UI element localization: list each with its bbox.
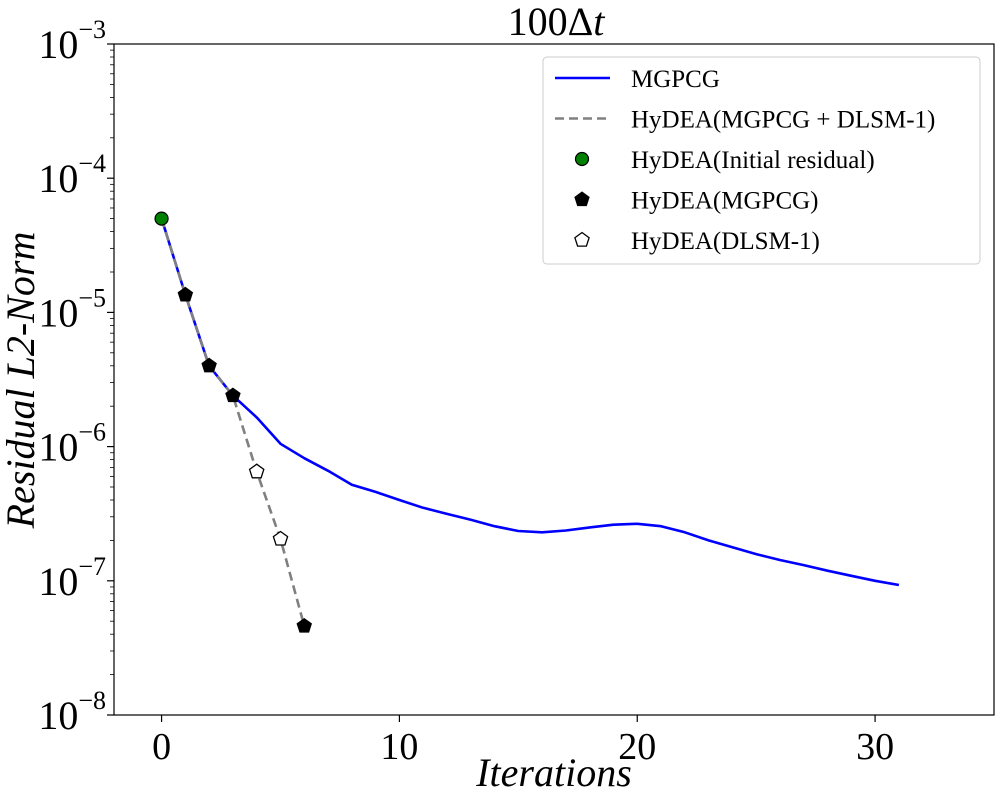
marker-dlsm-1: [272, 530, 289, 546]
legend-label: HyDEA(MGPCG): [631, 188, 819, 215]
legend-item: HyDEA(Initial residual): [574, 147, 875, 174]
markers-layer: [154, 211, 312, 633]
legend-label: MGPCG: [631, 66, 720, 93]
marker-mgpcg: [296, 617, 312, 633]
x-tick-label: 0: [152, 726, 171, 768]
title-main: 100Δ: [508, 0, 594, 44]
y-tick-base: 10: [38, 425, 78, 470]
y-tick-base: 10: [38, 22, 78, 67]
y-tick-exponent: −8: [78, 686, 106, 715]
legend-swatch-circle: [574, 151, 590, 167]
marker-dlsm-1: [248, 463, 265, 479]
y-tick-exponent: −5: [78, 283, 106, 312]
chart-title: 100Δt: [508, 0, 606, 44]
marker-initial-residual: [154, 211, 169, 226]
series-line-mgpcg: [160, 218, 900, 587]
y-tick-exponent: −3: [78, 15, 106, 44]
legend-item: HyDEA(MGPCG + DLSM-1): [555, 107, 935, 134]
x-axis-label: Iterations: [475, 750, 632, 795]
x-tick-label: 20: [618, 726, 656, 768]
y-tick-label: 10−3: [38, 15, 106, 67]
legend-swatch-pentagon-filled: [574, 191, 590, 207]
chart-title-text: 100Δt: [508, 0, 606, 44]
legend-item: MGPCG: [555, 66, 720, 93]
y-tick-label: 10−8: [38, 686, 106, 738]
x-tick-label: 30: [856, 726, 894, 768]
y-tick-label: 10−4: [38, 149, 106, 201]
y-tick-base: 10: [38, 290, 78, 335]
y-axis-label: Residual L2-Norm: [0, 232, 43, 530]
x-tick-label: 10: [380, 726, 418, 768]
legend-item: HyDEA(MGPCG): [574, 188, 819, 215]
y-tick-label: 10−5: [38, 283, 106, 335]
title-italic-t: t: [593, 0, 605, 44]
legend: MGPCG HyDEA(MGPCG + DLSM-1) HyDEA(Initial …: [542, 56, 981, 265]
legend-box: [542, 56, 981, 265]
legend-item: HyDEA(DLSM-1): [574, 228, 820, 255]
y-tick-base: 10: [38, 693, 78, 738]
y-tick-label: 10−6: [38, 418, 106, 470]
y-tick-base: 10: [38, 156, 78, 201]
legend-swatch-pentagon-open: [574, 231, 590, 247]
y-tick-base: 10: [38, 559, 78, 604]
y-tick-exponent: −4: [78, 149, 106, 178]
legend-label: HyDEA(DLSM-1): [631, 228, 820, 255]
y-tick-label: 10−7: [38, 552, 106, 604]
legend-label: HyDEA(MGPCG + DLSM-1): [631, 107, 935, 134]
marker-mgpcg: [225, 387, 241, 403]
legend-label: HyDEA(Initial residual): [631, 147, 875, 174]
marker-mgpcg: [201, 357, 217, 373]
y-tick-exponent: −7: [78, 552, 106, 581]
y-tick-exponent: −6: [78, 418, 106, 447]
marker-mgpcg: [177, 286, 194, 302]
series-line-hydea-mgpcg-dlsm-1-: [160, 218, 306, 627]
series-layer: [160, 218, 900, 627]
plot-frame: [113, 43, 995, 716]
